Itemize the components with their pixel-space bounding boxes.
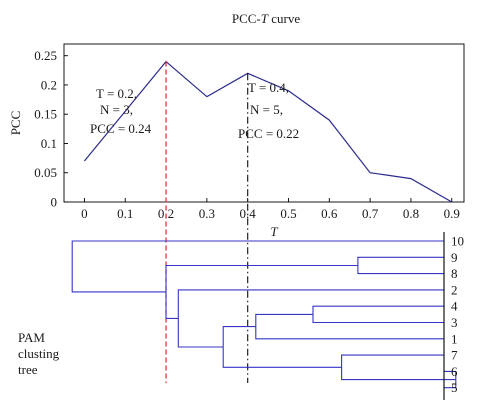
- dendrogram-link: [222, 326, 342, 368]
- dendrogram: [71, 240, 457, 389]
- annotation-t04-t: T = 0.4,: [248, 80, 289, 95]
- x-axis-ticks: 0 0.1 0.2 0.3 0.4 0.5 0.6 0.7 0.8 0.9: [81, 198, 460, 221]
- title-suffix: curve: [268, 11, 300, 26]
- leaf-label: 9: [451, 250, 458, 265]
- y-tick-label: 0.05: [34, 165, 57, 180]
- y-tick-label: 0.25: [34, 48, 57, 63]
- dendrogram-link: [357, 256, 444, 275]
- dendrogram-label-line-1: PAM: [18, 330, 45, 345]
- dendrogram-link: [165, 264, 358, 319]
- x-tick-label: 0.4: [240, 206, 257, 221]
- leaf-label: 10: [451, 234, 464, 249]
- plot-frame: [63, 43, 465, 203]
- x-tick-label: 0.7: [362, 206, 379, 221]
- annotation-t02-n: N = 3,: [100, 102, 133, 117]
- leaf-label: 7: [451, 348, 458, 363]
- leaf-label: 5: [451, 380, 458, 395]
- annotation-t02-pcc: PCC = 0.24: [90, 121, 152, 136]
- chart-title: PCC-T curve: [232, 11, 300, 26]
- annotation-t04: T = 0.4, N = 5, PCC = 0.22: [238, 80, 299, 141]
- title-prefix: PCC-: [232, 11, 261, 26]
- leaf-label: 2: [451, 282, 458, 297]
- x-axis-label: T: [270, 224, 278, 239]
- pcc-series-line: [83, 60, 453, 203]
- leaf-label: 4: [451, 299, 458, 314]
- x-tick-label: 0.3: [199, 206, 215, 221]
- y-axis-ticks: 0 0.05 0.1 0.15 0.2 0.25: [34, 48, 68, 210]
- dendrogram-link: [312, 305, 444, 324]
- x-tick-label: 0.5: [280, 206, 296, 221]
- x-tick-label: 0.9: [444, 206, 460, 221]
- leaf-label: 1: [451, 331, 458, 346]
- x-tick-label: 0.2: [158, 206, 174, 221]
- y-tick-label: 0.1: [41, 136, 57, 151]
- y-tick-label: 0.2: [41, 77, 57, 92]
- x-tick-label: 0.6: [321, 206, 338, 221]
- dendrogram-label-line-2: clusting: [18, 346, 60, 361]
- dendrogram-link: [255, 313, 444, 340]
- annotation-t02-t: T = 0.2,: [96, 86, 137, 101]
- annotation-t04-pcc: PCC = 0.22: [238, 126, 299, 141]
- x-tick-label: 0.1: [117, 206, 133, 221]
- y-axis-label: PCC: [8, 111, 23, 136]
- x-tick-label: 0.8: [403, 206, 419, 221]
- annotation-t04-n: N = 5,: [250, 102, 283, 117]
- dendrogram-link: [71, 240, 444, 293]
- x-tick-label: 0: [81, 206, 88, 221]
- title-italic: T: [261, 11, 269, 26]
- annotation-t02: T = 0.2, N = 3, PCC = 0.24: [90, 86, 152, 136]
- dendrogram-link: [341, 354, 456, 381]
- dendrogram-label: PAM clusting tree: [18, 330, 60, 377]
- leaf-label: 3: [451, 315, 458, 330]
- dendrogram-label-line-3: tree: [18, 362, 38, 377]
- y-tick-label: 0: [51, 195, 58, 210]
- leaf-label: 8: [451, 266, 458, 281]
- leaf-label: 6: [451, 364, 458, 379]
- y-tick-label: 0.15: [34, 107, 57, 122]
